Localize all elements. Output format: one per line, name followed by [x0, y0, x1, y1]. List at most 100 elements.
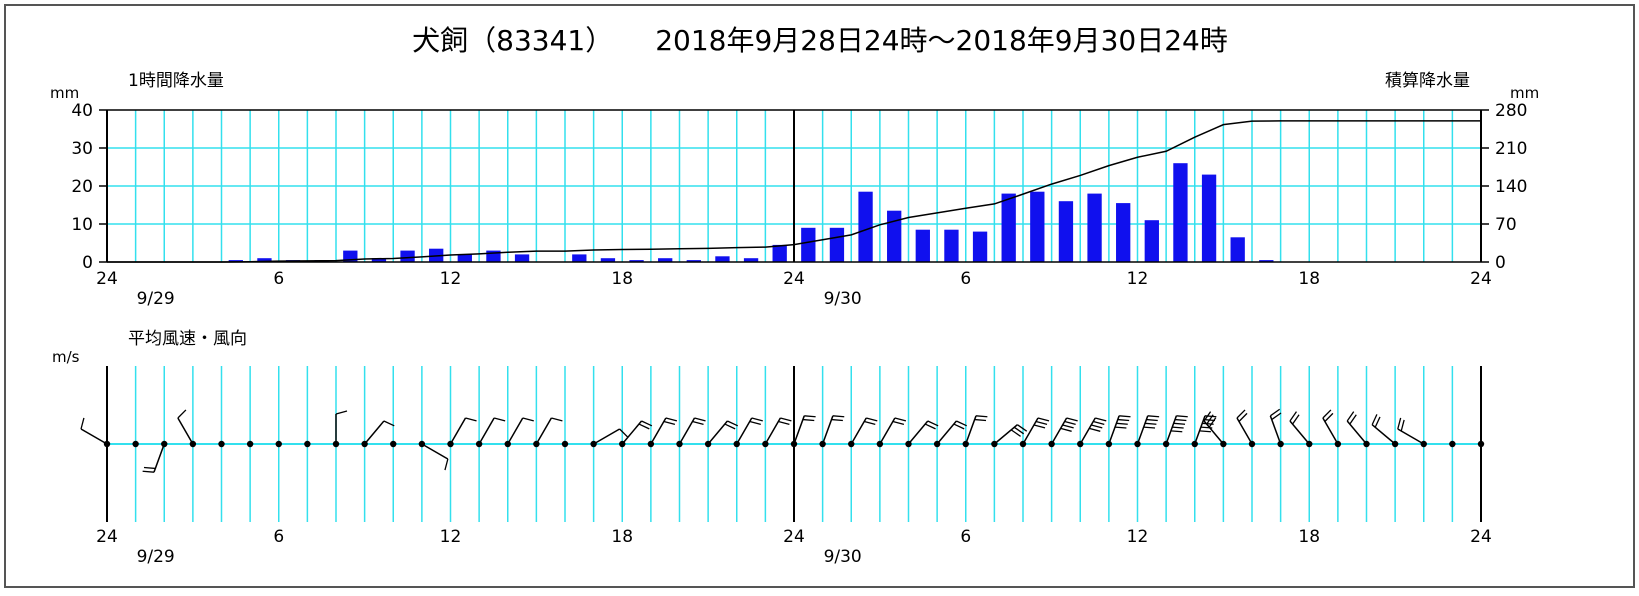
wind-barb-shaft [1289, 420, 1310, 445]
wind-station-dot [275, 440, 282, 448]
wind-barb-flag [80, 417, 85, 430]
wind-date-label: 9/30 [824, 547, 862, 567]
wind-barb-flag [727, 420, 739, 427]
wind-barb-shaft [593, 428, 620, 445]
wind-barb-flag [1236, 409, 1246, 419]
wind-barb-flag [1324, 412, 1334, 422]
wind-barb-flag [1143, 426, 1156, 429]
precip-bar [457, 254, 472, 262]
wind-barb-shaft [650, 417, 667, 445]
rain-date-label: 9/30 [824, 289, 862, 309]
wind-barb-shaft [1371, 424, 1396, 445]
wind-x-tick-label: 12 [440, 527, 462, 547]
rain-left-tick-label: 30 [71, 139, 93, 159]
wind-barb-flag [924, 423, 936, 430]
rain-right-tick-label: 210 [1495, 139, 1527, 159]
wind-barb-flag [1173, 422, 1186, 425]
rain-right-tick-label: 70 [1495, 215, 1517, 235]
wind-barb-flag [1117, 418, 1130, 422]
wind-barb-flag [804, 415, 816, 418]
wind-barb-shaft [850, 417, 867, 445]
wind-barb-shaft [764, 417, 782, 445]
precip-bar [572, 254, 587, 262]
wind-barb-flag [1322, 409, 1332, 419]
wind-barb-shaft [1022, 417, 1039, 445]
wind-barb-shaft [1194, 415, 1206, 445]
wind-barb-flag [1269, 408, 1281, 417]
outer-frame [4, 4, 1635, 588]
rain-x-tick-label: 6 [273, 269, 284, 289]
wind-barb-shaft [1322, 417, 1339, 445]
wind-barb-shaft [793, 415, 805, 445]
wind-barb-flag [1146, 418, 1158, 422]
rain-x-tick-label: 12 [1127, 269, 1149, 289]
wind-station-dot [1449, 440, 1456, 448]
wind-barb-flag [638, 423, 650, 430]
wind-barb-flag [663, 420, 676, 426]
wind-barb-flag [1349, 414, 1357, 425]
wind-barb-flag [1037, 417, 1050, 422]
wind-barb-flag [1116, 422, 1128, 425]
wind-x-tick-label: 24 [96, 527, 118, 547]
precip-bar [1116, 203, 1131, 262]
precip-bar [1058, 201, 1074, 262]
precip-bar [1230, 237, 1245, 262]
wind-barb-shaft [1165, 415, 1178, 445]
wind-barb-flag [1095, 417, 1107, 422]
rain-right-unit: mm [1510, 84, 1539, 102]
wind-barb-flag [1147, 415, 1160, 418]
wind-barb-flag [927, 420, 939, 427]
precip-bar [944, 229, 959, 262]
wind-barb-shaft [1346, 420, 1368, 445]
wind-barb-flag [749, 420, 761, 426]
wind-station-dot [390, 440, 397, 448]
precip-bar [600, 258, 616, 262]
wind-barb-flag [551, 417, 563, 422]
wind-barb-flag [1174, 418, 1187, 422]
precip-bar [972, 231, 988, 262]
wind-station-dot [218, 440, 225, 448]
wind-barb-flag [143, 466, 156, 470]
wind-barb-shaft [177, 417, 194, 445]
wind-station-dot [304, 440, 311, 448]
wind-barb-flag [1172, 426, 1184, 429]
wind-barb-shaft [965, 415, 977, 445]
wind-title: 平均風速・風向 [128, 329, 247, 349]
precip-bar [658, 258, 673, 262]
wind-barb-flag [802, 418, 815, 422]
precip-bar [486, 250, 501, 262]
rain-x-tick-label: 6 [960, 269, 971, 289]
precip-bar [257, 258, 272, 262]
precip-bar [514, 254, 530, 262]
precip-bar [772, 244, 787, 262]
wind-barb-flag [866, 417, 878, 422]
precip-bar [1087, 193, 1102, 262]
wind-barb-shaft [707, 420, 728, 445]
wind-barb-flag [892, 420, 905, 426]
rain-left-axis-title: 1時間降水量 [128, 71, 224, 91]
precip-bar [915, 229, 930, 262]
wind-barb-flag [724, 423, 736, 430]
wind-barb-shaft [1397, 428, 1425, 445]
wind-barb-flag [1271, 412, 1282, 421]
wind-barb-flag [444, 458, 449, 471]
wind-barb-shaft [1269, 415, 1282, 445]
wind-barb-flag [142, 470, 155, 473]
wind-barb-shaft [936, 420, 957, 445]
wind-barb-shaft [535, 417, 553, 445]
wind-barb-flag [1170, 430, 1183, 433]
wind-barb-flag [335, 410, 348, 415]
wind-barb-shaft [621, 420, 643, 445]
wind-barb-flag [493, 417, 506, 422]
wind-barb-flag [832, 415, 845, 418]
wind-barb-flag [1119, 415, 1131, 418]
wind-x-tick-label: 24 [1470, 527, 1492, 547]
wind-barb-shaft [993, 424, 1018, 445]
precip-bar [1259, 260, 1274, 262]
wind-barb-shaft [879, 417, 896, 445]
wind-barb-shaft [449, 417, 467, 445]
wind-barb-flag [1035, 420, 1048, 426]
rain-right-tick-label: 140 [1495, 177, 1527, 197]
wind-barb-flag [177, 409, 187, 419]
